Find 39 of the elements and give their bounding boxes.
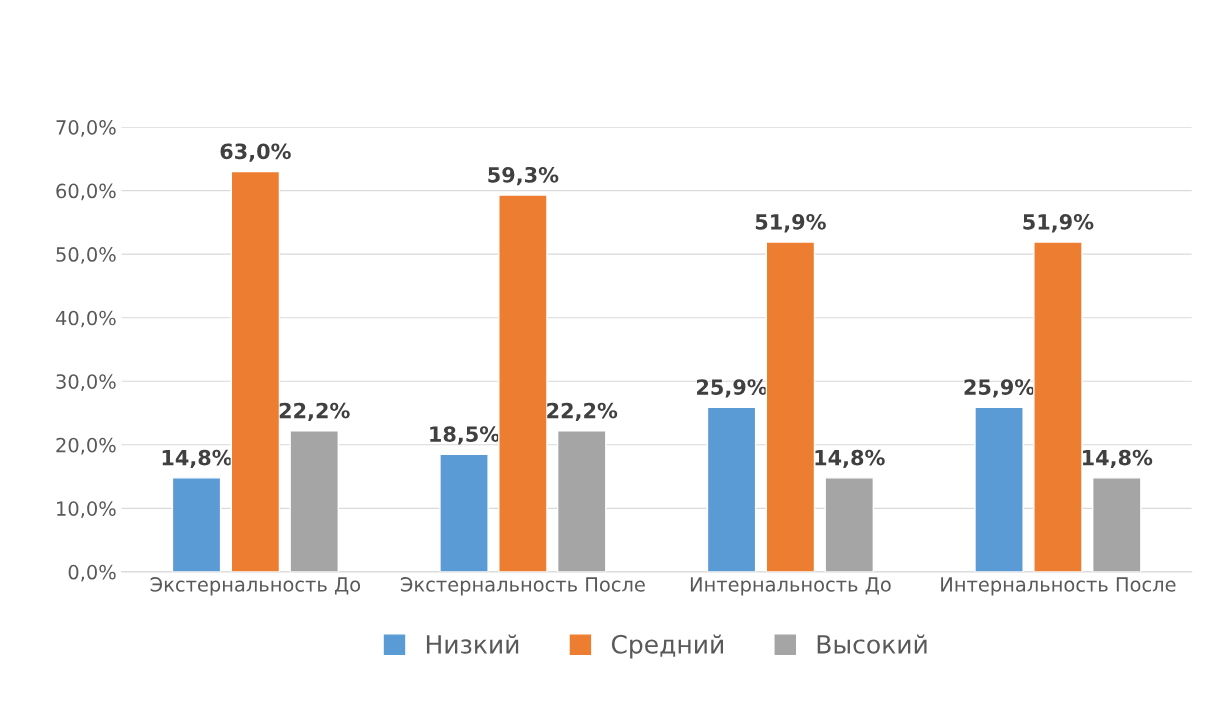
- bar: [289, 430, 339, 572]
- legend-label: Низкий: [426, 634, 519, 654]
- data-label: 51,9%: [755, 213, 826, 233]
- bar: [439, 453, 489, 572]
- x-tick-label: Экстернальность До: [150, 577, 361, 596]
- y-tick-label: 60,0%: [56, 183, 116, 201]
- y-tick-label: 70,0%: [56, 120, 116, 137]
- data-label: 14,8%: [1082, 449, 1153, 469]
- bar: [765, 241, 816, 572]
- x-tick-label: Интернальность После: [941, 577, 1176, 596]
- data-label: 51,9%: [1023, 213, 1094, 233]
- data-label: 25,9%: [697, 379, 768, 398]
- y-tick-label: 30,0%: [56, 374, 116, 391]
- x-tick-label: Интернальность До: [690, 577, 891, 596]
- y-tick-label: 0,0%: [68, 564, 116, 582]
- bar: [824, 477, 875, 572]
- x-tick-label: Экстернальность После: [400, 577, 645, 596]
- bar: [498, 194, 548, 572]
- y-tick-label: 50,0%: [56, 247, 116, 264]
- bar: [974, 406, 1024, 572]
- y-tick-label: 10,0%: [57, 501, 116, 518]
- bar: [706, 406, 757, 572]
- bar: [556, 430, 607, 572]
- data-label: 59,3%: [488, 166, 559, 186]
- y-tick-label: 20,0%: [56, 437, 116, 455]
- bar: [230, 170, 281, 572]
- data-label: 22,2%: [547, 402, 618, 422]
- bar: [171, 477, 222, 572]
- data-label: 18,5%: [430, 426, 500, 445]
- data-label: 14,8%: [815, 449, 885, 469]
- data-label: 14,8%: [162, 449, 232, 469]
- bar: [1033, 241, 1083, 572]
- legend-label: Средний: [611, 634, 723, 659]
- data-label: 25,9%: [964, 379, 1035, 398]
- bar: [1092, 477, 1142, 572]
- y-tick-label: 40,0%: [55, 310, 116, 328]
- data-label: 22,2%: [279, 402, 350, 422]
- legend-label: Высокий: [817, 634, 927, 654]
- data-label: 63,0%: [220, 143, 291, 162]
